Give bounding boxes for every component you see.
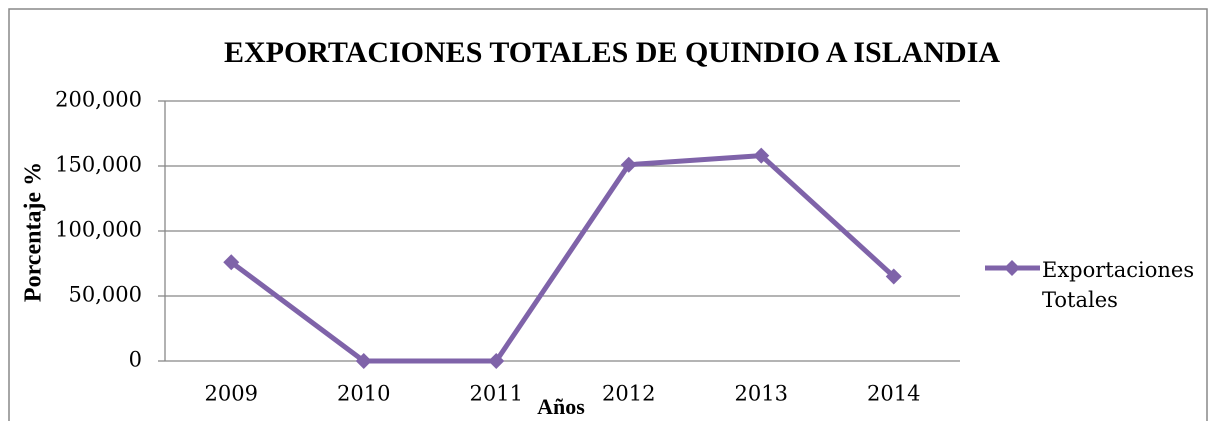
x-tick-label: 2010 — [337, 382, 390, 406]
y-tick-label: 0 — [129, 348, 142, 372]
point-marker — [885, 268, 902, 285]
point-marker — [620, 156, 637, 173]
x-tick-label: 2009 — [205, 382, 258, 406]
x-tick-label: 2014 — [867, 382, 920, 406]
chart-title: EXPORTACIONES TOTALES DE QUINDIO A ISLAN… — [224, 36, 1000, 69]
y-axis-label: Porcentaje % — [21, 162, 47, 302]
x-tick-label: 2013 — [735, 382, 788, 406]
y-tick-label: 200,000 — [55, 88, 142, 112]
legend-label: Exportaciones Totales — [1042, 258, 1195, 312]
x-tick-label: 2011 — [470, 382, 523, 406]
x-tick-label: 2012 — [602, 382, 655, 406]
point-marker — [223, 254, 240, 271]
point-marker — [488, 353, 505, 369]
series-line — [229, 153, 896, 364]
point-marker — [753, 147, 770, 164]
y-tick-label: 50,000 — [69, 283, 142, 307]
y-tick-label: 150,000 — [55, 153, 142, 177]
point-marker — [355, 353, 372, 369]
chart-frame — [8, 8, 1208, 421]
x-axis-label: Años — [537, 394, 585, 419]
legend-marker — [1004, 260, 1020, 276]
y-tick-label: 100,000 — [55, 218, 142, 242]
